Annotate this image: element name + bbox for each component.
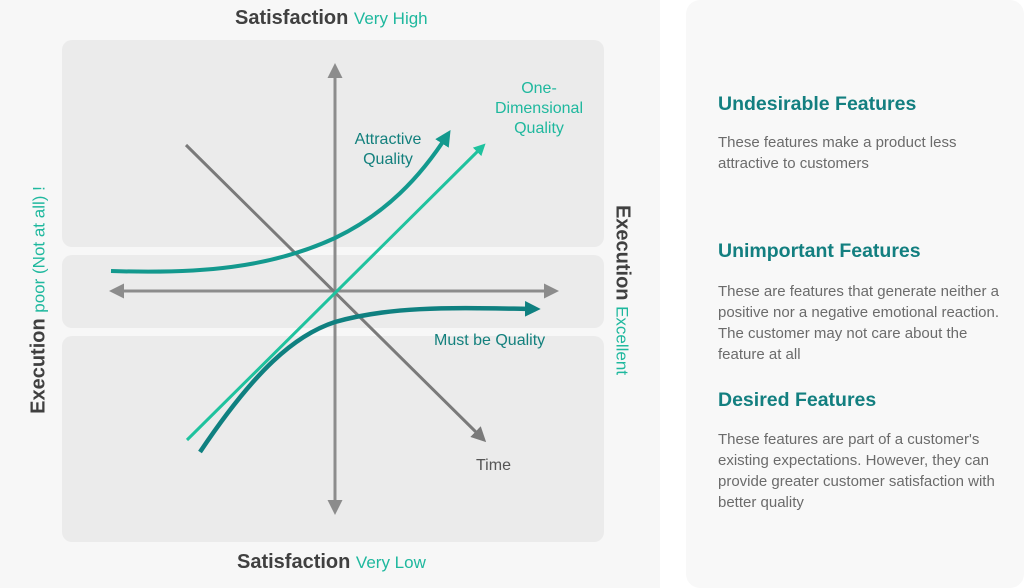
one-dimensional-quality-curve bbox=[185, 143, 486, 442]
undesirable-features-description: These features make a product less attra… bbox=[718, 134, 957, 172]
top-axis-qualifier: Very High bbox=[353, 9, 428, 28]
left-axis-qualifier: poor (Not at all) ! bbox=[29, 186, 49, 313]
attractive-quality-curve bbox=[110, 129, 451, 274]
bottom-axis-label: Satisfaction Very Low bbox=[237, 551, 426, 574]
unimportant-features-description: These are features that generate neither… bbox=[718, 283, 1000, 363]
bottom-axis-title: Satisfaction bbox=[237, 551, 351, 573]
kano-diagram bbox=[109, 63, 559, 515]
left-axis-title: Execution bbox=[27, 318, 50, 414]
top-axis-label: Satisfaction Very High bbox=[235, 7, 428, 30]
one-dimensional-quality-label: One- Dimensional Quality bbox=[494, 80, 584, 137]
left-axis-label: Execution poor (Not at all) ! bbox=[28, 186, 51, 414]
right-axis-qualifier: Excellent bbox=[612, 306, 632, 376]
feature-descriptions-panel: Undesirable Features These features make… bbox=[686, 0, 1024, 588]
right-axis-label: Execution Excellent bbox=[611, 205, 634, 375]
undesirable-features-title: Undesirable Features bbox=[718, 93, 917, 115]
must-be-quality-label: Must be Quality bbox=[434, 332, 546, 349]
desired-features-title: Desired Features bbox=[718, 389, 877, 411]
right-axis-title: Execution bbox=[611, 204, 634, 301]
bottom-axis-qualifier: Very Low bbox=[355, 553, 426, 572]
time-label: Time bbox=[476, 457, 511, 474]
kano-diagram-panel: Satisfaction Very High Satisfaction Very… bbox=[27, 7, 634, 574]
top-axis-title: Satisfaction bbox=[235, 7, 349, 29]
unimportant-features-title: Unimportant Features bbox=[718, 240, 921, 262]
must-be-quality-curve bbox=[198, 300, 541, 454]
desired-features-description: These features are part of a customer's … bbox=[718, 431, 995, 511]
attractive-quality-label: Attractive Quality bbox=[354, 131, 422, 168]
